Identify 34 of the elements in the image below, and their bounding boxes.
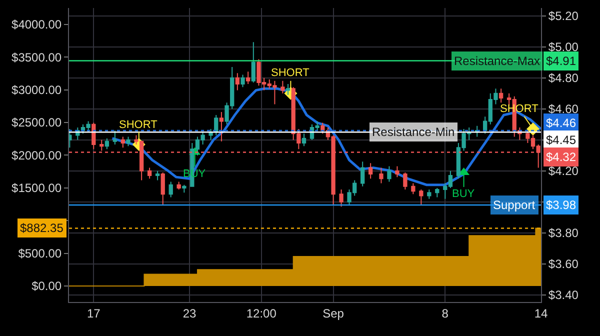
y-tick-label: $4.20 (548, 164, 579, 178)
y2-tick-label: $2000.00 (12, 148, 62, 162)
ref-line-label: $4.46 (546, 116, 576, 130)
y-tick-label: $3.80 (548, 226, 579, 240)
annotation: BUY (452, 188, 476, 200)
y-tick-label: $5.20 (548, 8, 579, 23)
x-tick-label: 8 (442, 306, 449, 320)
y2-tick-label: $2500.00 (12, 116, 62, 130)
y2-tick-label: $1500.00 (12, 181, 62, 196)
y-tick-label: $4.60 (548, 102, 579, 116)
x-tick-label: 12:00 (246, 306, 277, 320)
annotation: SHORT (119, 119, 158, 131)
y2-tick-label: $0.00 (32, 279, 62, 294)
ref-line-label: $4.32 (546, 150, 576, 164)
y-tick-label: $5.00 (548, 40, 579, 54)
y2-tick-label: $3000.00 (12, 82, 62, 97)
annotation: SHORT (271, 67, 310, 79)
ref-line-label: $3.98 (546, 198, 576, 212)
x-tick-label: Sep (322, 306, 344, 320)
ref-line-label: $4.91 (546, 54, 576, 68)
y-tick-label: $3.40 (548, 288, 579, 302)
y2-tick-label: $3500.00 (12, 50, 62, 64)
annotation: Resistance-Min (372, 125, 455, 139)
y-tick-label: $3.60 (548, 257, 579, 272)
annotation: Support (493, 198, 536, 212)
x-tick-label: 17 (86, 306, 101, 320)
annotation: Resistance-Max (454, 54, 540, 68)
x-tick-label: 14 (534, 306, 548, 320)
ref-line-label: $882.35 (20, 221, 64, 235)
ref-line-label: $4.45 (546, 133, 576, 147)
y-tick-label: $4.80 (548, 71, 579, 86)
x-tick-label: 23 (182, 306, 196, 320)
y2-tick-label: $500.00 (18, 246, 62, 260)
y2-tick-label: $4000.00 (12, 18, 62, 32)
